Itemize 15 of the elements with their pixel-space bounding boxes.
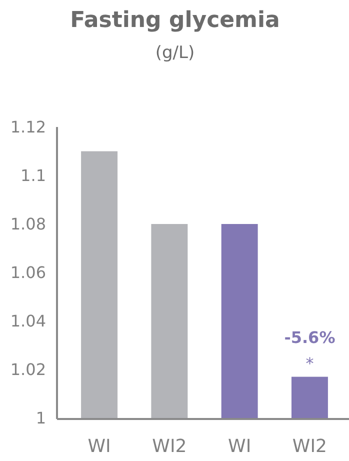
y-tick-label: 1.02 — [10, 360, 46, 380]
annotation: -5.6% — [284, 328, 336, 347]
chart-title: Fasting glycemia — [70, 8, 280, 33]
y-tick-label: 1.08 — [10, 214, 46, 234]
chart-subtitle: (g/L) — [155, 43, 195, 63]
y-tick-label: 1.06 — [10, 263, 46, 282]
x-tick-label: WI — [228, 436, 252, 457]
x-tick-label: WI2 — [152, 436, 187, 457]
y-tick-label: 1.12 — [10, 118, 46, 137]
y-tick-label: 1.04 — [10, 312, 46, 331]
y-tick-label: 1 — [36, 408, 46, 428]
x-tick-label: WI — [88, 436, 111, 457]
y-tick-label: 1.1 — [20, 166, 46, 186]
x-tick-label: WI2 — [292, 436, 327, 457]
annotation: * — [306, 354, 314, 373]
